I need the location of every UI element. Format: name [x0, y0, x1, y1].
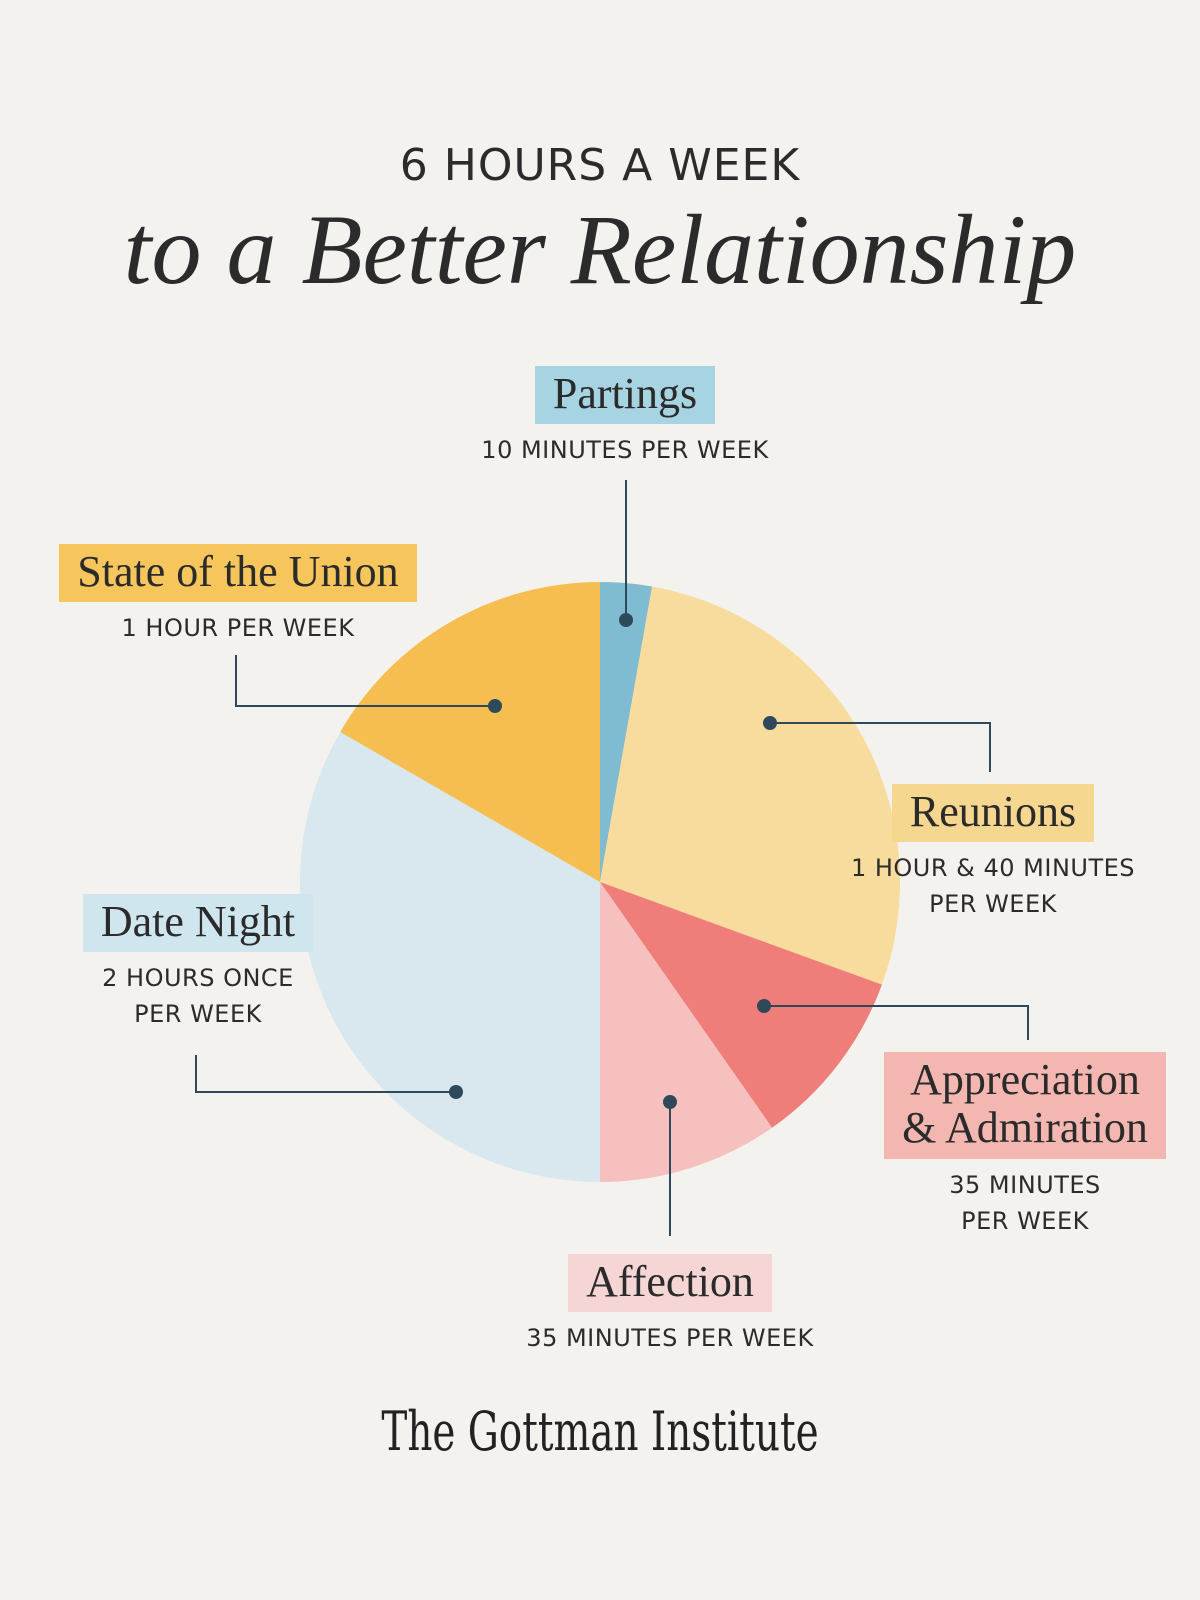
leader-reunions-dot [763, 716, 777, 730]
pie-slice-appreciation-admiration [600, 882, 882, 1128]
leader-partings-dot [619, 613, 633, 627]
leader-state-of-the-union-dot [488, 699, 502, 713]
detail-reunions-line2: PER WEEK [929, 890, 1057, 919]
pie-slice-state-of-the-union [340, 582, 600, 882]
label-appreciation-admiration: Appreciation & Admiration 35 MINUTES PER… [860, 1052, 1190, 1239]
tag-state-of-the-union: State of the Union [59, 544, 417, 603]
tag-appreciation-line1: Appreciation [910, 1055, 1140, 1104]
pie-slice-reunions [600, 586, 900, 985]
leader-date-night-line [195, 1055, 456, 1093]
detail-state-of-the-union: 1 HOUR PER WEEK [121, 614, 355, 643]
detail-affection: 35 MINUTES PER WEEK [526, 1324, 814, 1353]
leader-appreciation-dot [757, 999, 771, 1013]
leader-date-night-dot [449, 1085, 463, 1099]
pie-slice-partings [600, 582, 653, 882]
pie-slice-date-night [300, 732, 600, 1182]
detail-reunions-line1: 1 HOUR & 40 MINUTES [850, 854, 1136, 883]
detail-date-night-line2: PER WEEK [134, 1000, 262, 1029]
tag-date-night: Date Night [82, 894, 314, 953]
detail-appreciation-line2: PER WEEK [961, 1206, 1089, 1235]
chart-title-line1: 6 HOURS A WEEK [399, 140, 801, 191]
label-date-night: Date Night 2 HOURS ONCE PER WEEK [40, 894, 356, 1032]
tag-reunions: Reunions [891, 784, 1095, 843]
tag-appreciation-line2: & Admiration [902, 1103, 1148, 1153]
leader-affection-dot [663, 1095, 677, 1109]
tag-appreciation-admiration: Appreciation & Admiration [884, 1052, 1166, 1159]
brand-footer: The Gottman Institute [381, 1400, 819, 1463]
chart-title-line2: to a Better Relationship [123, 194, 1077, 305]
tag-affection: Affection [568, 1254, 772, 1313]
leader-state-of-the-union-line [235, 655, 495, 707]
leader-reunions-line [770, 722, 991, 772]
detail-appreciation-line1: 35 MINUTES [949, 1170, 1101, 1199]
detail-partings: 10 MINUTES PER WEEK [481, 436, 769, 465]
label-affection: Affection 35 MINUTES PER WEEK [460, 1254, 880, 1356]
label-partings: Partings 10 MINUTES PER WEEK [425, 366, 825, 468]
label-state-of-the-union: State of the Union 1 HOUR PER WEEK [20, 544, 456, 646]
pie-slice-affection [600, 882, 773, 1182]
tag-partings: Partings [534, 366, 716, 425]
detail-date-night-line1: 2 HOURS ONCE [102, 964, 294, 993]
leader-appreciation-line [764, 1005, 1029, 1040]
label-reunions: Reunions 1 HOUR & 40 MINUTES PER WEEK [800, 784, 1186, 922]
